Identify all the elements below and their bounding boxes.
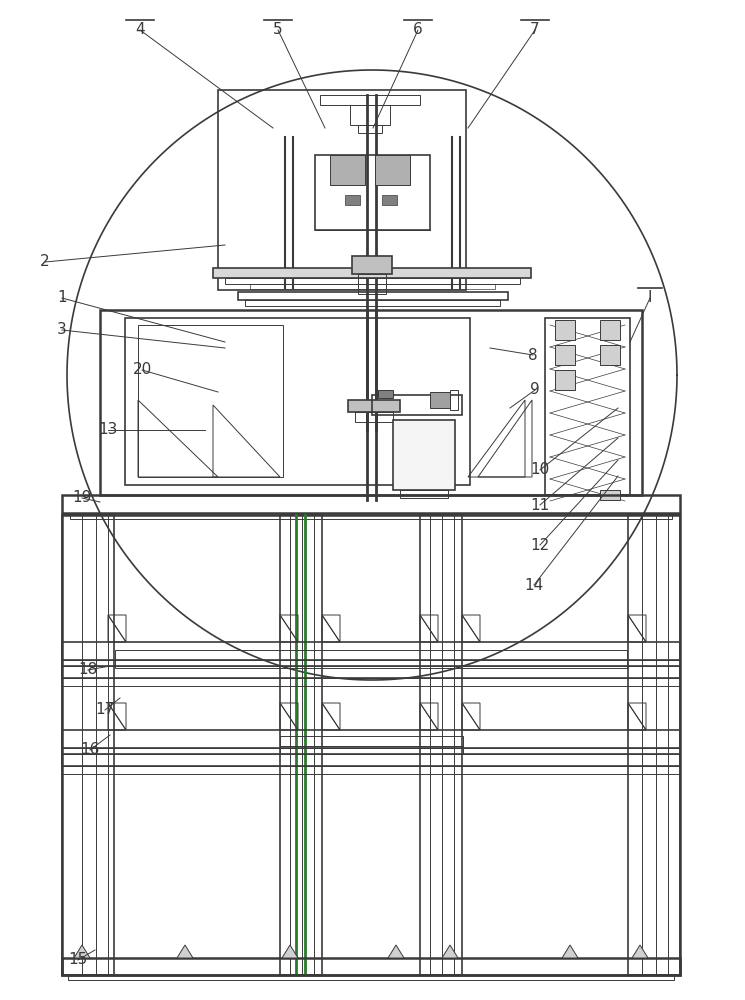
Bar — [358, 125, 382, 133]
Bar — [330, 155, 365, 185]
Bar — [62, 766, 680, 774]
Text: 9: 9 — [530, 382, 540, 397]
Polygon shape — [632, 945, 648, 958]
Bar — [450, 390, 458, 410]
Bar — [430, 392, 450, 408]
Bar — [280, 736, 463, 746]
Text: 20: 20 — [133, 362, 152, 377]
Bar — [100, 310, 642, 495]
Bar — [420, 515, 462, 975]
Bar — [62, 754, 680, 766]
Bar — [68, 975, 674, 980]
Bar — [115, 650, 627, 660]
Bar — [393, 420, 455, 490]
Bar — [348, 400, 400, 412]
Bar — [70, 513, 672, 519]
Text: 14: 14 — [524, 578, 544, 592]
Bar — [62, 660, 680, 666]
Bar — [600, 490, 620, 500]
Polygon shape — [442, 945, 458, 958]
Polygon shape — [74, 945, 90, 958]
Text: 1: 1 — [57, 290, 67, 306]
Bar — [138, 325, 283, 477]
Text: 16: 16 — [80, 742, 100, 758]
Text: 15: 15 — [69, 952, 88, 968]
Bar — [555, 345, 575, 365]
Bar — [213, 268, 531, 278]
Text: 13: 13 — [98, 422, 118, 438]
Text: 19: 19 — [72, 490, 92, 506]
Text: 12: 12 — [530, 538, 550, 552]
Bar — [320, 95, 420, 105]
Bar — [378, 390, 393, 398]
Bar — [345, 195, 360, 205]
Bar — [62, 958, 680, 975]
Text: 3: 3 — [57, 322, 67, 338]
Bar — [382, 195, 397, 205]
Text: 17: 17 — [95, 702, 115, 718]
Bar — [372, 395, 462, 415]
Text: 10: 10 — [530, 462, 550, 478]
Bar — [350, 105, 390, 125]
Polygon shape — [562, 945, 578, 958]
Text: 4: 4 — [135, 22, 145, 37]
Bar — [62, 748, 680, 754]
Polygon shape — [282, 945, 298, 958]
Bar — [62, 730, 680, 748]
Bar — [62, 642, 680, 660]
Bar — [355, 412, 393, 422]
Bar — [238, 292, 508, 300]
Bar — [62, 495, 680, 513]
Bar — [125, 318, 470, 485]
Text: 8: 8 — [528, 348, 538, 362]
Text: 18: 18 — [78, 662, 98, 678]
Bar — [358, 274, 386, 294]
Bar — [62, 666, 680, 678]
Bar — [545, 318, 630, 495]
Bar — [218, 90, 466, 290]
Text: I: I — [647, 290, 653, 306]
Bar — [62, 515, 114, 975]
Text: 6: 6 — [413, 22, 423, 37]
Bar — [555, 320, 575, 340]
Bar — [115, 660, 627, 668]
Bar — [315, 155, 430, 230]
Text: 5: 5 — [273, 22, 283, 37]
Bar — [600, 320, 620, 340]
Text: 7: 7 — [530, 22, 540, 37]
Bar — [280, 515, 322, 975]
Bar — [225, 278, 520, 284]
Text: 2: 2 — [40, 254, 50, 269]
Text: 11: 11 — [530, 497, 550, 512]
Bar — [628, 515, 680, 975]
Bar — [250, 284, 495, 289]
Bar — [555, 370, 575, 390]
Polygon shape — [388, 945, 404, 958]
Bar — [62, 515, 680, 975]
Bar — [375, 155, 410, 185]
Bar — [245, 300, 500, 306]
Bar — [280, 746, 463, 754]
Bar — [352, 256, 392, 274]
Bar — [62, 678, 680, 686]
Bar — [600, 345, 620, 365]
Polygon shape — [177, 945, 193, 958]
Bar — [400, 490, 448, 498]
